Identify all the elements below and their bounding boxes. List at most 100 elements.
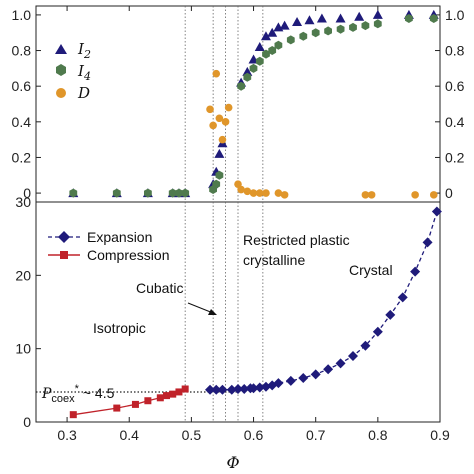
cubatic-arrow-head xyxy=(208,309,217,315)
y-tick-label: 0.2 xyxy=(12,149,32,165)
legend-i4-label: I4 xyxy=(77,62,91,83)
i4-point xyxy=(212,179,221,189)
compression-point xyxy=(156,394,164,402)
top-legend: I2 I4 D xyxy=(55,40,91,102)
d-point xyxy=(212,69,221,78)
legend-d-label: D xyxy=(77,84,90,102)
y-tick-label: 0.8 xyxy=(12,43,32,59)
i2-point xyxy=(254,41,265,51)
i4-point xyxy=(175,188,183,198)
x-tick-label: 0.3 xyxy=(57,427,77,443)
legend-entry-expansion: Expansion xyxy=(48,229,152,245)
i4-point xyxy=(324,26,332,36)
y-tick-label: 0.4 xyxy=(12,114,32,130)
i4-point xyxy=(249,63,258,73)
d-point xyxy=(429,191,438,199)
i4-point xyxy=(112,188,121,198)
legend-entry-compression: Compression xyxy=(48,247,169,263)
top-panel: 0 0 0.2 0.2 0.4 0.4 0.6 0.6 0.8 0.8 1.0 1.0 I2 I4 D xyxy=(12,5,465,203)
d-point xyxy=(215,114,224,123)
annotation-restricted-line1: Restricted plastic xyxy=(243,232,350,248)
i4-point xyxy=(274,40,283,50)
d-point xyxy=(221,118,230,126)
legend-entry-i2: I2 xyxy=(55,40,91,61)
compression-point xyxy=(113,404,121,412)
x-tick-label: 0.7 xyxy=(306,427,326,443)
compression-point xyxy=(169,390,177,398)
bottom-x-axis: 0.3 0.4 0.5 0.6 0.7 0.8 0.9 xyxy=(57,417,450,443)
y-tick-label: 10 xyxy=(15,341,31,357)
expansion-point xyxy=(360,340,371,351)
i4-point xyxy=(349,22,357,32)
y-tick-label-right: 0.8 xyxy=(445,43,465,59)
i4-point xyxy=(243,72,252,82)
top-x-axis xyxy=(66,6,441,11)
y-tick-label: 1.0 xyxy=(12,7,32,23)
i4-point xyxy=(262,49,270,59)
annotation-cubatic: Cubatic xyxy=(136,280,183,296)
compression-point xyxy=(131,400,139,408)
legend-expansion-label: Expansion xyxy=(87,229,152,245)
bottom-panel: 0 10 20 30 0.3 0.4 0.5 0.6 0.7 0.8 0.9 Expansion … xyxy=(15,194,450,472)
expansion-point xyxy=(298,373,309,383)
expansion-point xyxy=(372,326,383,337)
compression-point xyxy=(69,411,77,419)
expansion-point xyxy=(422,237,433,248)
i4-point xyxy=(255,56,264,66)
i4-point xyxy=(144,188,152,198)
legend-entry-i4: I4 xyxy=(56,62,91,83)
y-tick-label: 30 xyxy=(15,194,31,210)
i4-point xyxy=(311,28,320,38)
i2-point xyxy=(214,148,225,158)
top-y-axis: 0 0 0.2 0.2 0.4 0.4 0.6 0.6 0.8 0.8 1.0 1.0 xyxy=(12,7,465,201)
annotation-crystal: Crystal xyxy=(349,262,393,278)
d-point xyxy=(218,135,227,144)
expansion-point xyxy=(385,309,396,320)
bottom-data-series xyxy=(69,206,442,419)
expansion-point xyxy=(233,384,243,394)
i4-point xyxy=(405,14,413,23)
expansion-point xyxy=(323,364,334,375)
legend-entry-d: D xyxy=(56,84,90,102)
x-tick-label: 0.8 xyxy=(368,427,388,443)
expansion-point xyxy=(226,384,237,395)
i2-point xyxy=(354,11,365,21)
i2-point xyxy=(267,27,278,37)
i4-point xyxy=(373,19,382,29)
i4-point xyxy=(268,46,277,55)
i4-point xyxy=(168,188,177,198)
compression-point xyxy=(175,388,183,396)
annotation-isotropic: Isotropic xyxy=(93,320,146,336)
y-tick-label: 0.6 xyxy=(12,78,32,94)
compression-point xyxy=(163,392,171,400)
i4-point xyxy=(286,35,295,45)
expansion-point xyxy=(335,358,346,369)
i4-point xyxy=(215,170,224,180)
x-tick-label: 0.5 xyxy=(182,427,202,443)
d-point xyxy=(361,191,370,199)
i2-point xyxy=(304,15,315,25)
y-tick-label-right: 1.0 xyxy=(445,7,465,23)
x-tick-label: 0.6 xyxy=(244,427,264,443)
top-transition-lines xyxy=(184,6,264,202)
x-tick-label: 0.9 xyxy=(430,427,450,443)
bottom-y-axis: 0 10 20 30 xyxy=(15,194,41,430)
y-tick-label: 0 xyxy=(23,185,31,201)
top-data-points xyxy=(68,9,439,199)
i4-point xyxy=(299,31,308,41)
d-point xyxy=(209,121,217,130)
y-tick-label-right: 0.4 xyxy=(445,114,465,130)
i4-point xyxy=(361,21,370,31)
d-point xyxy=(367,191,376,199)
legend-i2-label: I2 xyxy=(77,40,91,61)
expansion-point xyxy=(211,384,222,395)
expansion-point xyxy=(248,383,259,394)
cubatic-arrow-line xyxy=(187,302,214,314)
i4-point xyxy=(69,188,78,198)
d-point xyxy=(249,189,258,197)
expansion-point xyxy=(310,369,321,380)
d-point xyxy=(280,191,289,199)
i2-point xyxy=(335,13,346,23)
i2-point xyxy=(316,13,327,23)
